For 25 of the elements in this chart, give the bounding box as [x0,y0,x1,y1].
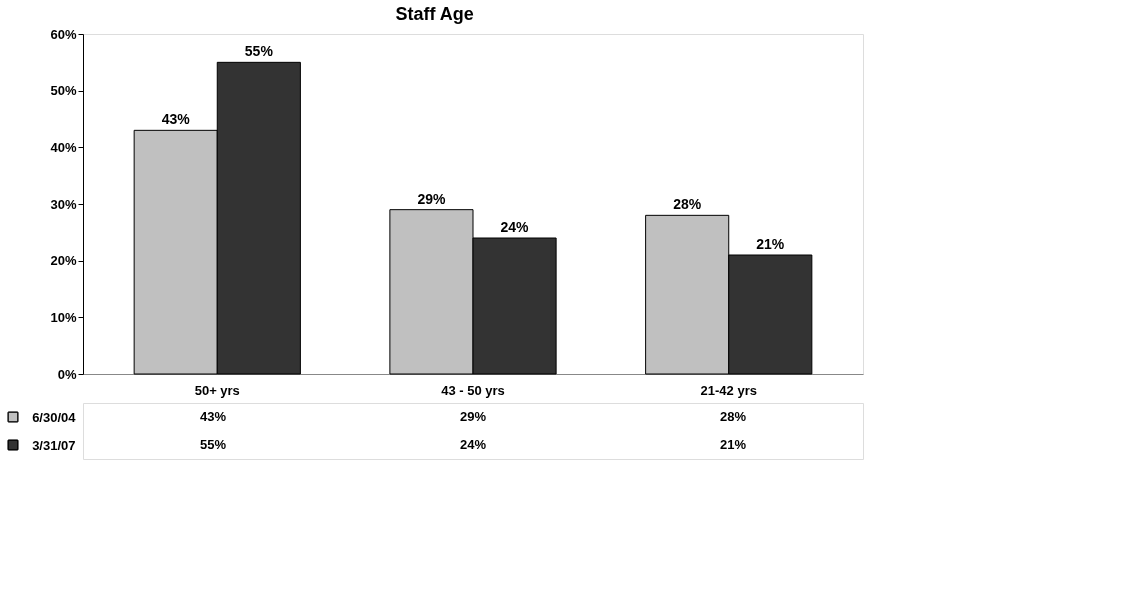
text: 55% [244,43,273,60]
text: 29% [459,409,487,424]
y-tick-label: 50% [50,83,77,99]
text: 21% [719,437,747,452]
x-tick-label: 43 - 50 yrs [441,382,505,398]
x-tick-label: 50+ yrs [194,382,240,398]
text: 21% [756,236,785,252]
text: 43% [161,111,190,128]
text: 29% [417,190,446,207]
x-tick-label: 21-42 yrs [700,382,757,398]
y-tick-label: 10% [50,309,77,325]
y-tick-label: 20% [50,253,77,269]
y-tick-label: 30% [50,196,77,212]
y-tick-label: 40% [50,139,77,155]
y-tick-label: 60% [50,26,77,42]
legend-label: 3/31/07 [32,437,76,453]
text: 28% [673,196,702,213]
y-tick-label: 0% [57,366,77,382]
text: 28% [719,409,747,424]
text: 24% [500,219,529,235]
text: 43% [199,409,227,424]
text: 24% [459,437,487,452]
chart-title: Staff Age [395,3,474,24]
text: 55% [199,437,227,452]
legend-label: 6/30/04 [32,409,77,425]
